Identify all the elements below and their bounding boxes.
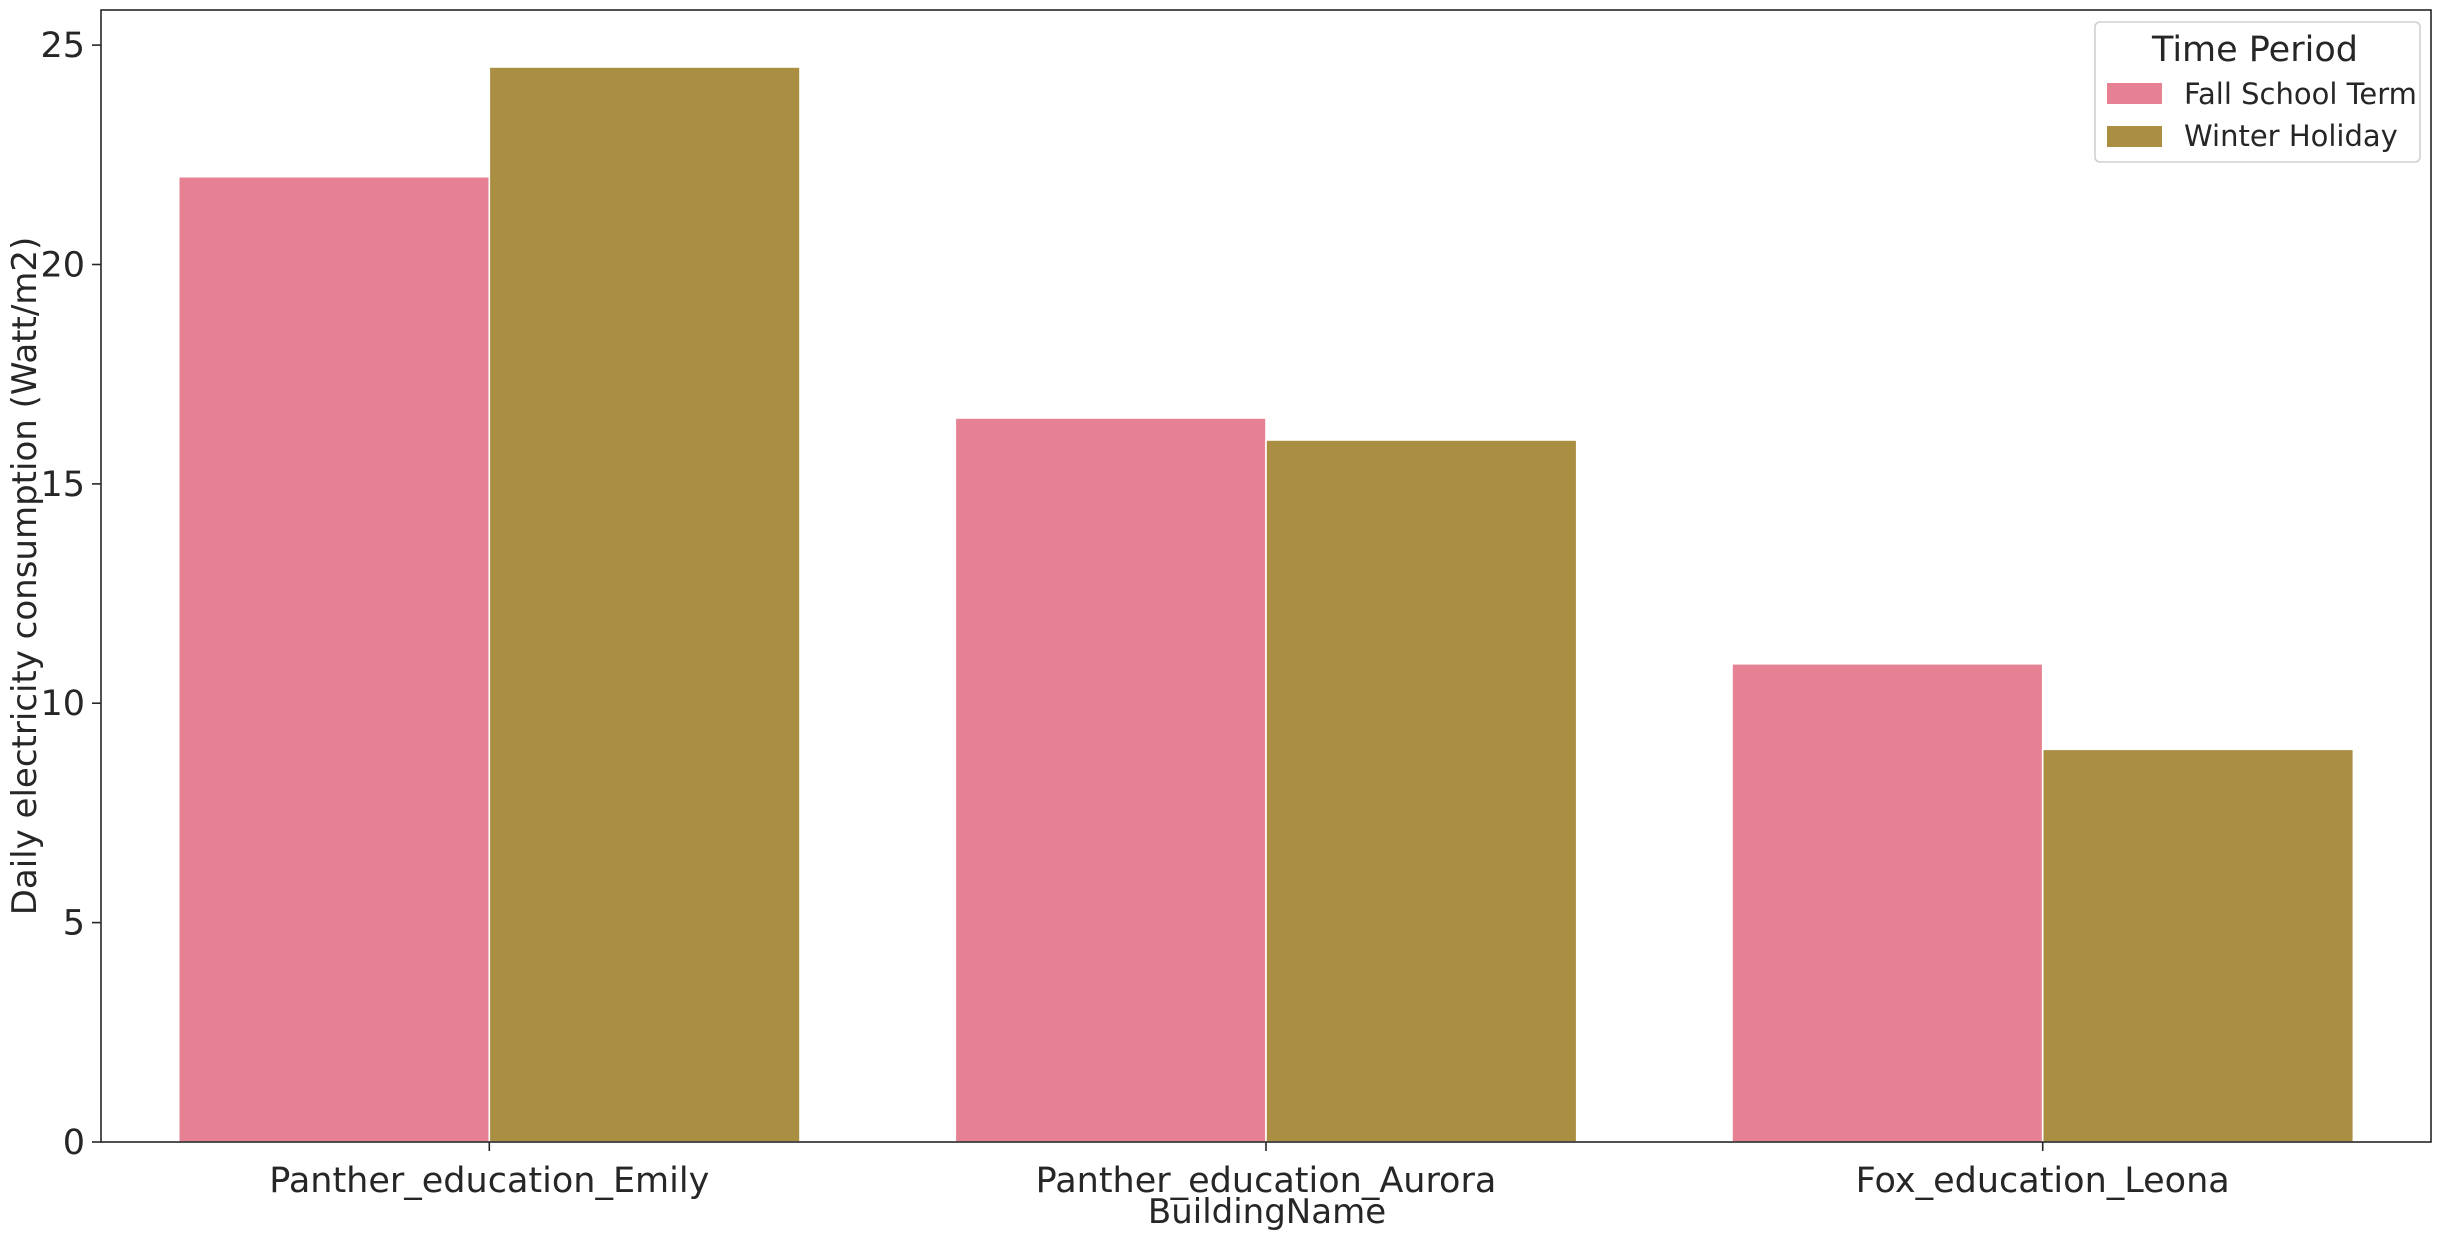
bar-winter-holiday-panther-education-aurora [1265,439,1578,1143]
bar-winter-holiday-panther-education-emily [488,66,801,1143]
y-tick-label: 25 [40,26,85,66]
y-tick-label: 15 [40,465,85,505]
y-tick-label: 0 [63,1123,85,1163]
bar-fall-school-term-panther-education-aurora [954,417,1267,1143]
bars-layer [177,66,2355,1143]
legend-swatch-winter-holiday [2107,126,2162,147]
y-tick-label: 20 [40,246,85,286]
x-tick-label-panther-education-aurora: Panther_education_Aurora [1036,1161,1497,1201]
bar-fall-school-term-panther-education-emily [177,175,491,1143]
legend-label-winter-holiday: Winter Holiday [2184,119,2398,153]
plot-frame [100,9,2432,1143]
x-axis-ticks: Panther_education_Emily Panther_education… [269,1142,2230,1201]
legend: Time Period Fall School Term Winter Holi… [2094,21,2421,163]
y-axis-title: Daily electricity consumption (Watt/m2) [5,237,45,916]
y-tick-label: 10 [40,684,85,724]
bar-fall-school-term-fox-education-leona [1731,662,2044,1143]
bar-winter-holiday-fox-education-leona [2041,748,2355,1143]
y-tick-label: 5 [63,904,85,944]
legend-frame [2094,21,2421,163]
x-tick-label-fox-education-leona: Fox_education_Leona [1856,1161,2230,1201]
x-tick-label-panther-education-emily: Panther_education_Emily [269,1161,709,1201]
x-axis-title: BuildingName [1148,1192,1386,1232]
legend-title: Time Period [2151,30,2358,70]
legend-swatch-fall-school-term [2107,83,2162,104]
y-axis-ticks: 0 5 10 15 20 25 [40,26,101,1163]
legend-label-fall-school-term: Fall School Term [2184,77,2417,111]
